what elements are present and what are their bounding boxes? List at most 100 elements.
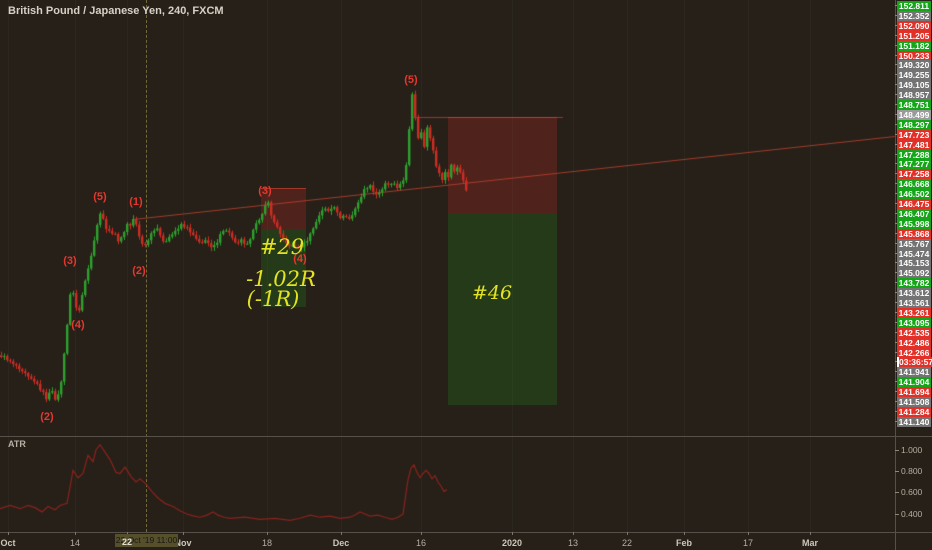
price-level-label: 142.486 [897, 337, 931, 348]
trade29-id[interactable]: #29 [259, 235, 305, 259]
time-tick-mark [627, 532, 628, 535]
price-level-label: 145.474 [897, 248, 931, 259]
wave-label[interactable]: (2) [132, 265, 146, 277]
price-level-label: 151.182 [897, 40, 931, 51]
price-scale-tick [895, 391, 898, 393]
price-level-label: 141.284 [897, 406, 931, 417]
price-scale-tick [895, 351, 898, 353]
price-level-label: 141.140 [897, 416, 931, 427]
price-level-label: 147.723 [897, 129, 931, 140]
atr-axis-tick [895, 514, 899, 515]
price-scale-separator [895, 0, 896, 550]
wave-label[interactable]: (3) [258, 185, 272, 197]
price-level-label: 143.782 [897, 278, 931, 289]
price-scale-tick [895, 222, 898, 224]
price-scale-tick [895, 401, 898, 402]
price-level-label: 147.288 [897, 149, 931, 160]
wave-label[interactable]: (4) [71, 319, 85, 331]
time-tick-mark [75, 532, 76, 535]
price-level-label: 150.233 [897, 50, 931, 61]
time-tick-mark [810, 532, 811, 535]
price-scale-tick [895, 420, 898, 422]
price-scale-tick [895, 64, 898, 66]
price-level-label: 151.205 [897, 30, 931, 41]
time-tick-label: 18 [261, 538, 273, 548]
time-tick-label: 13 [567, 538, 579, 548]
time-tick-mark [748, 532, 749, 535]
atr-axis-label: 0.600 [901, 487, 923, 497]
crosshair-time-label: 22 Oct '19 11:00 [115, 534, 178, 547]
time-tick-mark [573, 532, 574, 535]
time-tick-mark [127, 532, 128, 535]
price-scale-tick [895, 84, 898, 86]
time-tick-label: 2020 [501, 538, 523, 548]
time-tick-label: Mar [801, 538, 819, 548]
price-scale-tick [895, 44, 898, 46]
price-scale-tick [895, 94, 898, 96]
time-tick-22: 22 [121, 537, 133, 547]
price-level-label: 145.868 [897, 228, 931, 239]
time-tick-label: Nov [174, 538, 192, 548]
atr-indicator-label[interactable]: ATR [8, 439, 26, 449]
price-scale-tick [895, 173, 898, 175]
price-level-label: 143.561 [897, 298, 931, 308]
price-level-label: 143.612 [897, 288, 931, 299]
wave-label[interactable]: (1) [129, 196, 143, 208]
trade29-result[interactable]: -1.02R [246, 267, 316, 291]
price-level-label: 147.277 [897, 159, 931, 170]
price-level-label: 147.481 [897, 139, 931, 150]
price-scale-tick [895, 282, 898, 284]
price-level-label: 145.092 [897, 268, 931, 279]
price-scale-tick [895, 123, 898, 125]
price-scale-tick [895, 34, 898, 36]
trade29-r[interactable]: (-1R) [246, 287, 300, 311]
candle-countdown-timer: 03:36:57 [897, 357, 932, 368]
trade46-id[interactable]: #46 [471, 282, 513, 304]
price-level-label: 143.095 [897, 317, 931, 328]
main-chart-canvas[interactable] [0, 0, 932, 532]
price-level-label: 142.535 [897, 327, 931, 338]
price-scale-tick [895, 262, 898, 264]
time-tick-label: Oct [0, 538, 16, 548]
price-level-label: 146.668 [897, 179, 931, 190]
price-scale-tick [895, 242, 898, 244]
time-axis-separator [0, 532, 932, 533]
time-tick-label: Dec [332, 538, 350, 548]
price-level-label: 149.255 [897, 70, 931, 81]
price-level-label: 149.105 [897, 80, 931, 91]
time-tick-label: 17 [742, 538, 754, 548]
price-scale-tick [895, 381, 898, 383]
price-level-label: 145.998 [897, 218, 931, 229]
time-tick-mark [684, 532, 685, 535]
price-level-label: 152.352 [897, 10, 931, 21]
price-scale-tick [895, 193, 898, 195]
price-scale-tick [895, 341, 898, 343]
wave-label[interactable]: (5) [93, 191, 107, 203]
price-level-label: 147.258 [897, 169, 931, 180]
wave-label[interactable]: (5) [404, 74, 418, 86]
wave-label[interactable]: (4) [293, 253, 307, 265]
time-tick-mark [183, 532, 184, 535]
time-tick-mark [8, 532, 9, 535]
price-level-label: 142.266 [897, 347, 931, 358]
price-scale-tick [895, 410, 898, 412]
symbol-title: British Pound / Japanese Yen, 240, FXCM [8, 5, 224, 17]
price-scale-tick [895, 183, 898, 185]
pane-separator[interactable] [0, 436, 932, 437]
price-scale-tick [895, 331, 898, 333]
price-scale-tick [895, 133, 898, 135]
time-tick-label: 22 [621, 538, 633, 548]
wave-label[interactable]: (3) [63, 255, 77, 267]
price-level-label: 141.904 [897, 377, 931, 388]
price-level-label: 146.475 [897, 199, 931, 209]
price-level-label: 145.767 [897, 238, 931, 249]
time-tick-mark [421, 532, 422, 535]
wave-label[interactable]: (2) [40, 411, 54, 423]
price-scale-tick [895, 311, 898, 313]
price-scale-tick [895, 104, 898, 105]
price-scale-tick [895, 54, 898, 56]
price-level-label: 141.694 [897, 387, 931, 398]
atr-axis-label: 0.400 [901, 509, 923, 519]
price-scale-tick [895, 163, 898, 165]
price-scale-tick [895, 252, 898, 254]
